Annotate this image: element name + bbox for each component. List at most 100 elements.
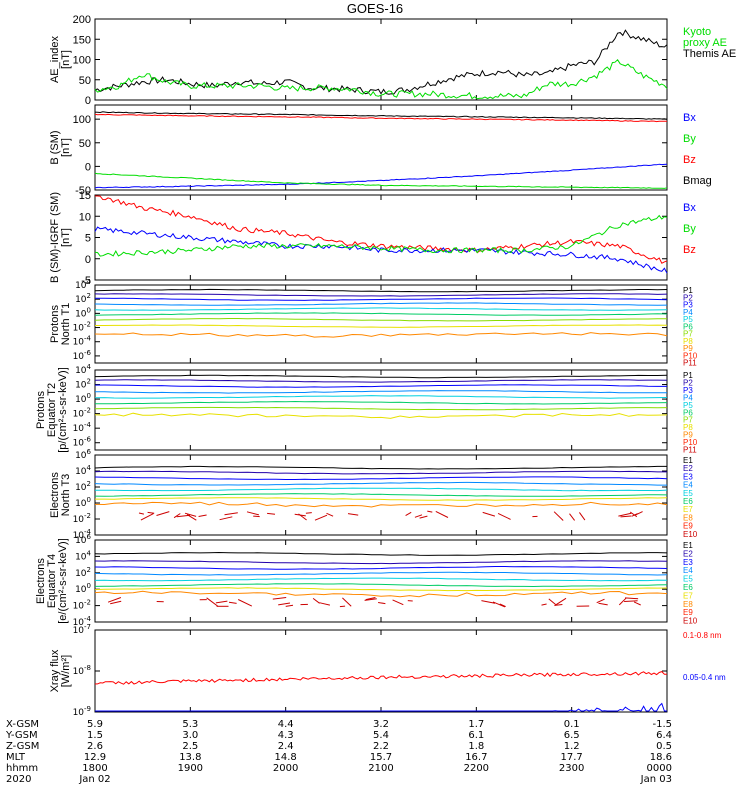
legend-e6: E6 [683,583,693,592]
footer-cell: 3.2 [373,719,389,730]
series-noisy-segment [365,597,376,601]
legend-e3: E3 [683,558,693,567]
legend-p9: P9 [683,344,693,353]
footer-cell: 1.5 [87,730,103,741]
series-e4 [94,481,667,486]
series-noisy-segment [278,602,291,606]
panel-bsm: -50 0 50 100 B (SM) [nT] Bx By Bz Bmag [49,104,712,197]
series-p4 [95,390,667,394]
y-tick-label: 10-2 [73,599,91,612]
series-by [94,214,668,257]
legend-e7: E7 [683,505,693,514]
legend-e8: E8 [683,600,693,609]
y-tick-exponent: -7 [84,623,91,631]
y-tick-label: 10-2 [73,512,91,525]
chart-title: GOES-16 [346,1,404,16]
y-tick-label: 102 [75,566,91,579]
series-noisy-segment [596,598,605,604]
series-e8 [94,501,668,508]
y-tick-label: 104 [75,464,91,477]
series-noisy-segment [435,510,449,518]
legend-p11: P11 [683,446,697,455]
series-noisy-segment [206,597,219,607]
y-tick-label: 10-2 [73,407,91,420]
legend-e5: E5 [683,489,693,498]
footer-cell: 5.3 [182,719,199,730]
footer-row-label: Z-GSM [6,741,40,752]
footer-cell: 2000 [272,763,299,774]
legend-e8: E8 [683,513,693,522]
legend-p3: P3 [683,386,693,395]
y-tick-exponent: -2 [84,599,91,607]
series-noisy-segment [219,516,233,521]
y-axis-label: Protons [35,391,47,429]
footer-cell: 2.6 [87,741,103,752]
y-axis-label: Equator T4 [46,554,58,608]
series-p7 [94,406,668,411]
series-noisy-segment [285,604,294,607]
legend-e5: E5 [683,575,693,584]
series-noisy-segment [237,599,253,607]
legend-0-1-0-8-nm: 0.1-0.8 nm [683,631,722,640]
series-noisy-segment [339,605,346,608]
series-noisy-segment [392,599,404,606]
y-axis-label: [e/(cm²-s-sr-keV)] [57,538,69,624]
series-noisy-segment [110,600,122,605]
series-e6 [94,493,668,497]
series-noisy-segment [326,512,334,517]
footer-cell: 18.6 [649,752,672,763]
y-tick-label: 10-4 [73,335,92,348]
footer-cell: 2.5 [182,741,199,752]
footer-cell: 15.7 [369,752,393,763]
y-tick-exponent: -6 [84,349,92,357]
series-e1 [94,465,667,470]
series-noisy-segment [618,597,627,606]
series-noisy-segment [156,511,170,516]
y-axis-label: B (SM) [49,130,61,164]
y-tick-exponent: -6 [84,436,92,444]
y-tick-label: 104 [75,549,91,562]
legend-p6: P6 [683,322,693,331]
footer-cell: 0.5 [656,741,672,752]
y-tick-exponent: -4 [84,421,92,429]
series-p1 [94,374,668,379]
series-p9 [94,332,668,338]
footer-cell: 16.7 [465,752,488,763]
y-tick-exponent: -2 [84,407,91,415]
y-axis-label: B (SM)-IGRF (SM) [49,192,61,283]
series-bz [95,195,668,264]
footer-cell: 5.4 [373,730,389,741]
y-tick-label: -5 [81,275,91,287]
series-p8 [94,412,668,419]
series-e4 [94,571,668,576]
series-p5 [94,307,668,311]
footer-cell: 1.8 [468,741,485,752]
footer-cell: 6.4 [656,730,672,741]
series-kyoto-proxy-ae [94,59,668,100]
series-noisy-segment [427,510,433,513]
series-e1 [94,551,668,556]
y-axis-label: North T3 [60,474,72,517]
series-noisy-segment [312,598,320,604]
y-tick-exponent: 2 [87,292,91,300]
series-noisy-segment [378,602,386,605]
y-tick-label: 100 [75,392,91,405]
y-tick-label: 10-6 [73,436,92,449]
legend-p6: P6 [683,408,693,417]
footer-row-label: hhmm [6,763,39,774]
series-noisy-segment [553,511,564,521]
legend-p2: P2 [683,378,693,387]
legend-e7: E7 [683,591,693,600]
footer-cell: 4.3 [277,730,294,741]
y-axis-label: [W/m²] [60,655,72,687]
series-noisy-segment [548,598,556,605]
footer-cell: 3.0 [182,730,199,741]
series-noisy-segment [620,515,632,518]
panel-frame [94,18,668,101]
series-noisy-segment [629,511,638,518]
footer-row-label: Y-GSM [6,730,38,741]
legend-p3: P3 [683,301,693,310]
series-noisy-segment [140,513,154,521]
y-tick-label: 10-6 [73,349,92,362]
